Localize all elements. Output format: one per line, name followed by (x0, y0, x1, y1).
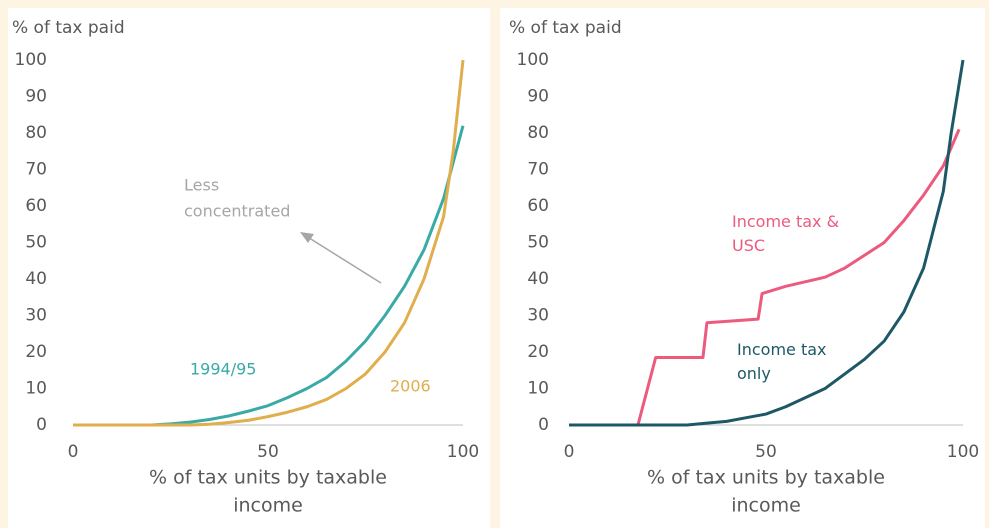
y-tick-label: 40 (25, 269, 47, 289)
y-tick-label: 60 (527, 196, 549, 216)
y-axis-label: % of tax paid (509, 18, 622, 38)
y-tick-label: 30 (527, 306, 549, 326)
x-tick-label: 100 (947, 442, 979, 462)
y-tick-label: 70 (527, 160, 549, 180)
annotation: Less (184, 176, 219, 195)
y-axis-label: % of tax paid (12, 18, 125, 38)
y-tick-label: 0 (36, 415, 47, 435)
arrow (305, 235, 382, 284)
y-tick-label: 20 (25, 342, 47, 362)
y-tick-label: 70 (25, 160, 47, 180)
x-axis-label: % of tax units by taxable (149, 467, 387, 489)
y-tick-label: 100 (517, 50, 549, 70)
y-tick-label: 80 (25, 123, 47, 143)
x-tick-label: 100 (447, 442, 479, 462)
x-tick-label: 50 (257, 442, 279, 462)
series-label: Income tax & USC (732, 212, 840, 255)
x-axis-label: income (731, 495, 801, 517)
y-tick-label: 50 (527, 233, 549, 253)
y-tick-label: 80 (527, 123, 549, 143)
series-label-box: Income tax only (737, 340, 827, 383)
y-tick-label: 40 (527, 269, 549, 289)
series-label: Income tax only (737, 340, 827, 383)
y-tick-label: 30 (25, 306, 47, 326)
annotation: concentrated (184, 202, 290, 221)
y-tick-label: 90 (527, 87, 549, 107)
line-series (73, 59, 465, 427)
line-series (569, 59, 965, 427)
y-tick-label: 90 (25, 87, 47, 107)
line-series (569, 128, 961, 427)
panel (500, 8, 985, 528)
x-axis-label: income (233, 495, 303, 517)
y-tick-label: 60 (25, 196, 47, 216)
y-tick-label: 10 (25, 379, 47, 399)
y-tick-label: 100 (15, 50, 47, 70)
series-label-box: Income tax & USC (732, 212, 840, 255)
y-tick-label: 50 (25, 233, 47, 253)
x-axis-label: % of tax units by taxable (647, 467, 885, 489)
y-tick-label: 20 (527, 342, 549, 362)
x-tick-label: 0 (68, 442, 79, 462)
x-tick-label: 50 (755, 442, 777, 462)
panel (8, 8, 490, 528)
y-tick-label: 10 (527, 379, 549, 399)
series-label: 2006 (390, 377, 431, 396)
arrow-head (300, 232, 314, 243)
series-label: 1994/95 (190, 360, 256, 379)
y-tick-label: 0 (538, 415, 549, 435)
x-tick-label: 0 (564, 442, 575, 462)
